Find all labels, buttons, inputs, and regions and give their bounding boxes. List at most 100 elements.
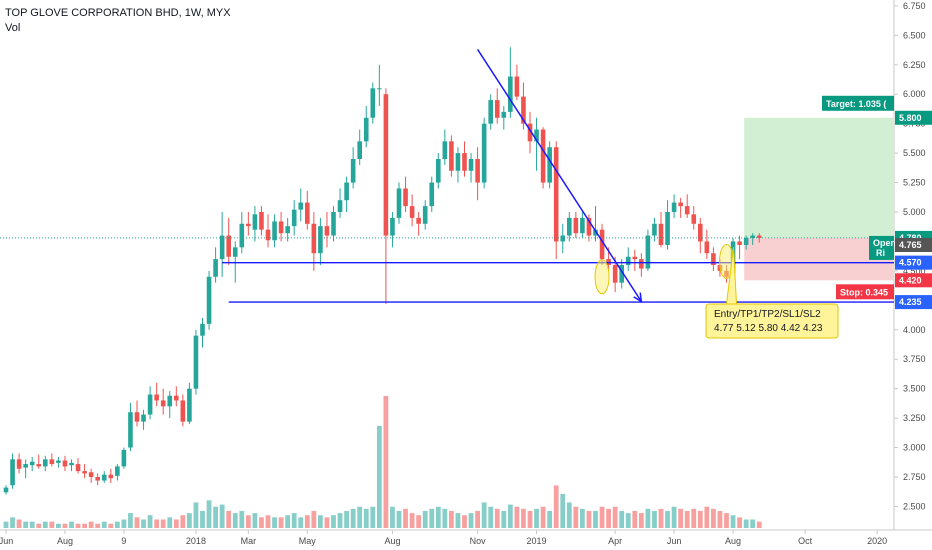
- candle-body: [409, 206, 415, 218]
- candle-body: [547, 147, 552, 183]
- volume-bar: [36, 523, 42, 528]
- volume-bar: [691, 508, 697, 528]
- open-label-2: Ri: [876, 248, 885, 258]
- volume-bar: [141, 519, 146, 528]
- volume-bar: [304, 515, 310, 528]
- volume-bar: [403, 508, 408, 528]
- candle-body: [639, 259, 644, 269]
- volume-bar: [173, 519, 179, 528]
- x-tick-label: Jun: [0, 536, 13, 546]
- volume-bar: [514, 506, 520, 528]
- volume-bar: [409, 513, 415, 528]
- candle-body: [305, 202, 310, 224]
- volume-bar: [252, 513, 258, 528]
- candle-body: [671, 202, 677, 212]
- candle-body: [684, 206, 690, 215]
- x-tick-label: 2018: [186, 536, 206, 546]
- volume-bar: [219, 504, 225, 528]
- stop-label: Stop: 0.345: [840, 287, 888, 297]
- candle-body: [586, 217, 592, 236]
- volume-bar: [422, 510, 428, 528]
- volume-bar: [324, 517, 330, 528]
- candle-body: [180, 400, 186, 422]
- volume-bar: [239, 510, 245, 528]
- volume-bar: [488, 506, 494, 528]
- y-tick-label: 6.500: [903, 30, 926, 40]
- highlight-ellipse: [594, 259, 610, 295]
- candle-body: [481, 123, 487, 183]
- volume-bar: [573, 506, 579, 528]
- candle-body: [337, 200, 343, 212]
- candle-body: [187, 388, 192, 422]
- price-tag-label: 4.235: [899, 297, 922, 307]
- candle-body: [246, 223, 251, 227]
- volume-bar: [56, 523, 61, 528]
- volume-bar: [435, 506, 441, 528]
- volume-bar: [645, 508, 651, 528]
- volume-bars: [3, 396, 762, 528]
- candle-body: [147, 394, 153, 415]
- x-tick-label: Nov: [470, 536, 487, 546]
- candle-body: [311, 223, 317, 254]
- y-tick-label: 6.000: [903, 89, 926, 99]
- candle-body: [521, 96, 526, 124]
- candle-body: [678, 202, 683, 207]
- candle-body: [69, 462, 74, 466]
- candle-body: [285, 226, 290, 234]
- candle-body: [101, 474, 107, 481]
- candle-body: [206, 276, 212, 324]
- candle-body: [422, 206, 428, 224]
- candle-body: [3, 487, 9, 493]
- volume-bar: [449, 510, 454, 528]
- candle-body: [134, 412, 140, 422]
- candle-body: [501, 111, 507, 118]
- drawing-overlays: Entry/TP1/TP2/SL1/SL2 4.77 5.12 5.80 4.42…: [0, 49, 896, 339]
- candle-body: [259, 212, 264, 230]
- volume-bar: [475, 510, 480, 528]
- open-label: Open: [873, 238, 896, 248]
- candle-body: [494, 100, 500, 118]
- candle-body: [390, 217, 395, 236]
- volume-bar: [167, 517, 173, 528]
- candle-body: [324, 226, 330, 236]
- candle-body: [272, 221, 277, 241]
- candle-body: [128, 412, 133, 448]
- volume-bar: [606, 508, 611, 528]
- candle-body: [298, 202, 304, 210]
- volume-bar: [743, 519, 749, 528]
- volume-bar: [468, 513, 474, 528]
- candle-body: [396, 188, 402, 218]
- candle-body: [62, 460, 68, 467]
- candle-body: [534, 129, 539, 142]
- volume-bar: [652, 510, 657, 528]
- candle-body: [43, 459, 48, 467]
- volume-bar: [625, 513, 631, 528]
- y-tick-label: 4.000: [903, 325, 926, 335]
- candle-body: [462, 153, 467, 171]
- price-tag-label: 4.780: [899, 233, 922, 243]
- volume-bar: [678, 508, 684, 528]
- volume-bar: [16, 519, 22, 528]
- time-axis[interactable]: Jun Aug 9 2018 Mar May Aug Nov 2019 Apr Jun Aug Oct 2…: [0, 530, 887, 546]
- trend-arrow-head: [633, 292, 643, 303]
- volume-bar: [200, 510, 205, 528]
- candle-body: [436, 159, 441, 183]
- trend-arrow: [476, 49, 642, 302]
- volume-bar: [547, 510, 553, 528]
- candle-body: [49, 459, 55, 465]
- volume-bar: [226, 510, 232, 528]
- candle-body: [612, 265, 618, 283]
- volume-bar: [23, 521, 29, 528]
- x-tick-label: 2019: [527, 536, 547, 546]
- candle-body: [711, 253, 716, 265]
- candle-body: [658, 223, 664, 245]
- volume-bar: [527, 510, 533, 528]
- volume-bar: [429, 508, 435, 528]
- candle-body: [108, 474, 114, 479]
- x-tick-label: Aug: [384, 536, 400, 546]
- y-tick-label: 3.500: [903, 384, 926, 394]
- candle-body: [625, 256, 631, 265]
- y-tick-label: 3.750: [903, 354, 926, 364]
